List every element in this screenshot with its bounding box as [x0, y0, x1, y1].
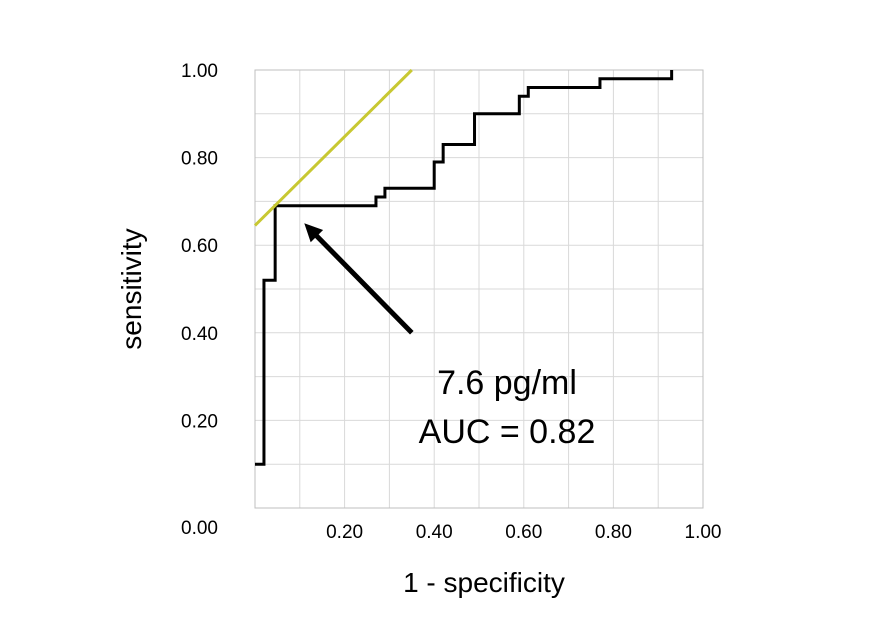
y-tick-label: 1.00	[181, 61, 218, 82]
annotation-text-cutoff: 7.6 pg/ml	[437, 364, 577, 402]
y-tick-label: 0.20	[181, 411, 218, 432]
annotation-text-auc: AUC = 0.82	[419, 413, 596, 451]
y-tick-label: 0.80	[181, 149, 218, 170]
x-tick-label: 0.80	[595, 522, 632, 543]
roc-curve-line	[255, 70, 674, 466]
y-tick-label: 0.60	[181, 236, 218, 257]
y-tick-label: 0.40	[181, 324, 218, 345]
annotation-arrow-shaft	[313, 232, 414, 335]
plot-frame	[254, 69, 704, 509]
annotation: 7.6 pg/ml AUC = 0.82	[304, 223, 595, 451]
x-axis-label: 1 - specificity	[403, 567, 565, 598]
y-tick-labels: 0.00 0.20 0.40 0.60 0.80 1.00	[181, 61, 218, 539]
x-tick-label: 1.00	[685, 522, 722, 543]
x-tick-label: 0.40	[416, 522, 453, 543]
tangent-line	[253, 68, 413, 227]
y-tick-label: 0.00	[181, 518, 218, 539]
x-tick-label: 0.20	[326, 522, 363, 543]
x-tick-label: 0.60	[505, 522, 542, 543]
annotation-arrow-head	[304, 223, 324, 243]
series	[253, 68, 674, 466]
x-tick-labels: 0.20 0.40 0.60 0.80 1.00	[326, 522, 721, 543]
y-axis-label: sensitivity	[116, 228, 147, 349]
